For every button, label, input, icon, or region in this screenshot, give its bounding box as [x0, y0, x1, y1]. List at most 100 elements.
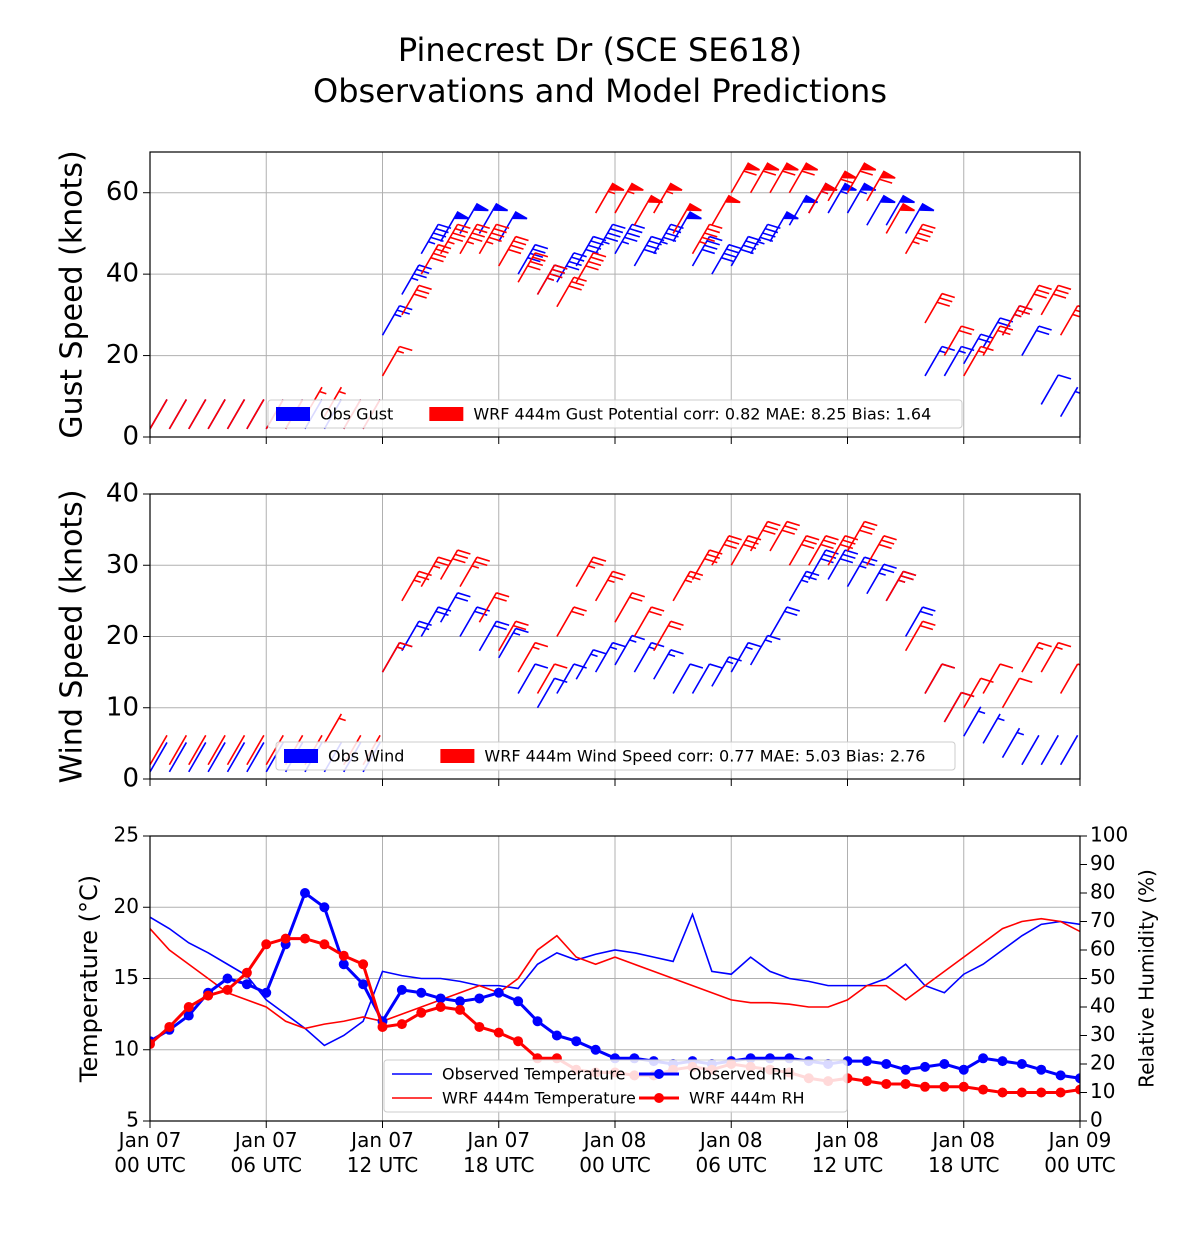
series-marker	[1036, 1087, 1047, 1098]
wind-barb	[653, 649, 684, 680]
legend-swatch	[440, 749, 475, 763]
wind-barb	[498, 235, 529, 267]
y2-tick-label: 100	[1090, 823, 1128, 847]
series-marker	[1016, 1087, 1027, 1098]
wind-barb	[439, 549, 471, 580]
series-marker	[997, 1087, 1008, 1098]
series-marker	[920, 1081, 930, 1092]
wind-barb	[575, 235, 607, 267]
wind-barb	[188, 399, 207, 430]
wind-barb	[246, 742, 265, 773]
y-tick-label: 0	[122, 422, 139, 452]
wind-barb	[711, 243, 742, 275]
wind-barb	[653, 620, 684, 652]
wind-barb	[420, 556, 452, 588]
series-marker	[416, 1007, 427, 1018]
series-marker	[435, 993, 446, 1004]
wind-barb	[575, 649, 607, 680]
wind-barb	[401, 620, 432, 652]
wind-barb	[827, 170, 857, 202]
wind-barb	[536, 264, 568, 295]
wind-barb	[788, 535, 820, 566]
wind-barb	[1001, 727, 1025, 759]
legend-label: WRF 444m Wind Speed corr: 0.77 MAE: 5.03…	[484, 747, 925, 766]
wind-barb	[226, 734, 246, 766]
x-tick-label: Jan 07 06 UTC	[231, 1128, 302, 1177]
y2-tick-label: 0	[1090, 1108, 1103, 1132]
wind-barb	[1059, 734, 1079, 766]
legend-label: WRF 444m Gust Potential corr: 0.82 MAE: …	[473, 405, 931, 424]
x-tick-label: Jan 07 12 UTC	[347, 1128, 418, 1177]
wind-barb	[1001, 677, 1033, 709]
wind-barb	[575, 252, 607, 283]
wind-barb	[963, 706, 986, 737]
y-tick-label: 20	[106, 621, 139, 651]
series-marker	[939, 1059, 950, 1069]
y-tick-label: 10	[114, 1036, 139, 1060]
wind-barb	[672, 202, 702, 234]
wind-barb	[904, 202, 935, 234]
series-marker	[241, 979, 252, 990]
y-axis-label: Gust Speed (knots)	[55, 150, 90, 438]
y-tick-label: 25	[114, 823, 139, 847]
wind-barb	[439, 223, 471, 255]
series-marker	[900, 1064, 911, 1075]
series-marker	[358, 979, 369, 990]
wind-barb	[633, 235, 665, 267]
wind-barb	[924, 292, 955, 324]
wind-barb	[188, 734, 207, 766]
wind-barb	[594, 570, 626, 602]
wind-barb	[188, 742, 207, 773]
legend-label: Observed RH	[689, 1065, 794, 1084]
wind-barb	[594, 223, 626, 255]
series-marker	[920, 1061, 930, 1072]
wind-barb	[672, 211, 702, 242]
series-marker	[261, 987, 272, 998]
wind-barb	[594, 182, 625, 214]
wind-barb	[904, 606, 936, 637]
wind-barb	[730, 535, 762, 566]
series-marker	[416, 987, 427, 998]
wind-barb	[691, 223, 723, 255]
wind-barb	[633, 606, 665, 637]
wind-barb	[614, 182, 644, 214]
wind-barb	[749, 634, 781, 666]
wind-barb	[982, 713, 1005, 744]
series-marker	[222, 973, 233, 984]
wind-barb	[614, 592, 645, 623]
wind-barb	[420, 243, 452, 275]
series-marker	[1016, 1059, 1027, 1069]
wind-barb	[226, 399, 246, 430]
series-marker	[978, 1084, 989, 1095]
series-marker	[551, 1030, 562, 1041]
wind-barb	[808, 182, 838, 214]
y2-tick-label: 20	[1090, 1051, 1115, 1075]
wind-barb	[1079, 353, 1080, 356]
wind-barb	[226, 742, 246, 773]
wind-barb	[556, 276, 587, 308]
series-marker	[513, 1036, 524, 1047]
wind-barb	[885, 194, 915, 226]
series-marker	[590, 1044, 601, 1055]
series-marker	[474, 1021, 485, 1032]
wind-barb	[168, 742, 188, 773]
y-tick-label: 40	[106, 479, 139, 509]
wind-barb	[730, 235, 762, 267]
wind-barb	[1040, 641, 1072, 673]
series-marker	[474, 993, 485, 1004]
series-marker	[396, 984, 407, 995]
wind-barb	[788, 570, 820, 602]
series-marker	[261, 939, 272, 950]
wind-barb	[459, 556, 490, 588]
wind-barb	[478, 223, 510, 255]
wind-barb	[769, 162, 799, 194]
wind-barb	[769, 211, 799, 242]
wind-barb	[904, 620, 936, 652]
wind-barb	[1040, 734, 1059, 766]
wind-barb	[246, 734, 265, 766]
x-tick-label: Jan 08 06 UTC	[696, 1128, 767, 1177]
y2-tick-label: 70	[1090, 908, 1115, 932]
y-axis-label: Temperature (°C)	[75, 875, 103, 1083]
wind-barb	[420, 223, 452, 255]
series-marker	[1055, 1070, 1066, 1081]
